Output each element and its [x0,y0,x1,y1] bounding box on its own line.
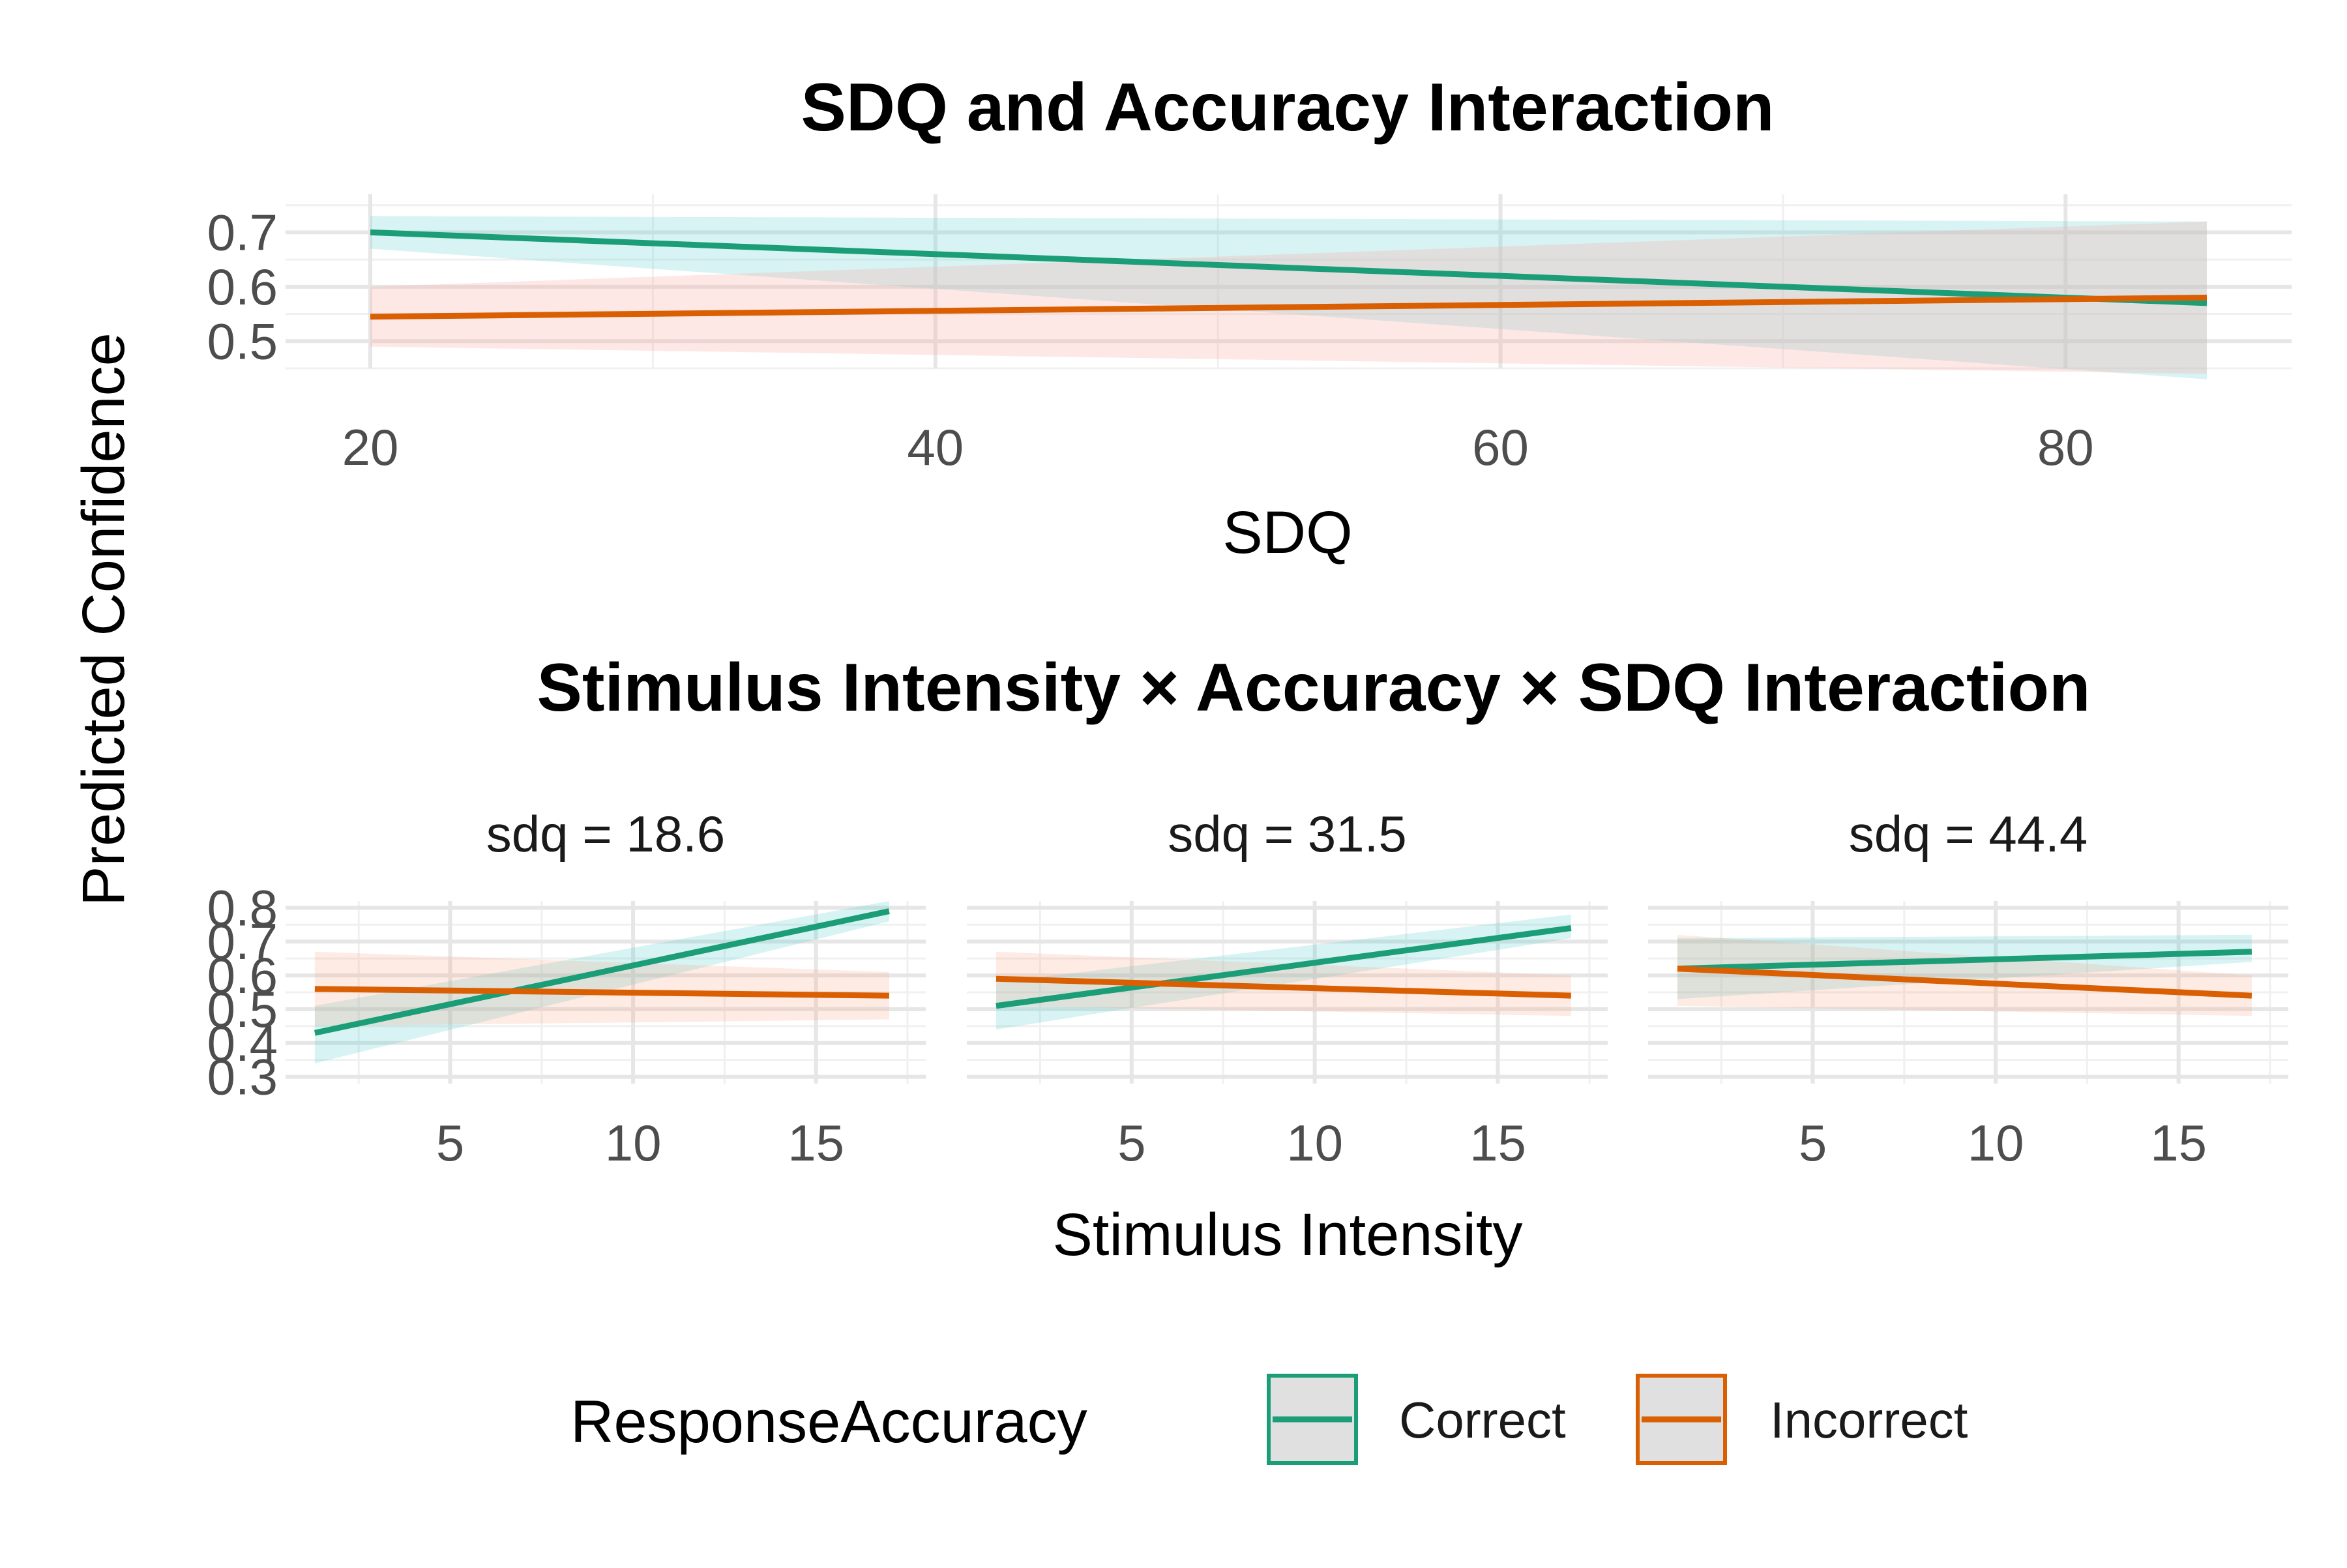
confidence-band-incorrect [1677,934,2252,1016]
x-tick-label: 60 [1472,419,1529,476]
legend-key-correct [1267,1374,1358,1465]
x-tick-label: 40 [907,419,964,476]
confidence-band-incorrect [314,951,889,1026]
legend-title: ResponseAccuracy [570,1389,1087,1455]
series-line-correct [996,925,1572,1009]
x-tick-label: 5 [436,1114,464,1172]
shared-labels: Predicted Confidence [70,333,137,906]
series-line-incorrect [370,295,2207,320]
series-line-incorrect [1677,966,2252,999]
series-line-correct [314,908,890,1036]
sdq-accuracy-panel: SDQ and Accuracy Interaction SDQ 0.50.60… [207,70,2292,566]
legend-label-incorrect: Incorrect [1770,1391,1968,1449]
top-x-axis-title: SDQ [1222,499,1352,566]
confidence-band-correct [1677,934,2252,999]
x-tick-label: 5 [1799,1114,1827,1172]
series-line-incorrect [314,986,889,999]
confidence-band-incorrect [996,951,1571,1016]
x-tick-label: 10 [1286,1114,1343,1172]
y-tick-label: 0.5 [207,981,278,1038]
facet-panel: sdq = 31.5 5 10 15 [967,805,1608,1172]
y-tick-label: 0.5 [207,312,278,370]
y-tick-label: 0.7 [207,913,278,970]
facet-strip-label: sdq = 31.5 [1168,805,1406,863]
y-tick-label: 0.4 [207,1014,278,1072]
x-tick-label: 20 [342,419,399,476]
x-tick-label: 10 [605,1114,662,1172]
confidence-band-correct [370,216,2207,379]
facet-panel: sdq = 18.6 0.30.40.50.60.70.8 5 10 15 [207,805,926,1172]
legend: ResponseAccuracy Correct Incorrect [570,1374,1968,1465]
intensity-accuracy-sdq-panel: Stimulus Intensity × Accuracy × SDQ Inte… [207,650,2288,1268]
facet-strip-label: sdq = 18.6 [486,805,725,863]
facet-strip-label: sdq = 44.4 [1849,805,2088,863]
legend-label-correct: Correct [1399,1391,1566,1449]
x-tick-label: 10 [1968,1114,2024,1172]
y-tick-label: 0.7 [207,203,278,261]
top-chart-title: SDQ and Accuracy Interaction [801,70,1774,145]
legend-key-incorrect [1636,1374,1727,1465]
x-tick-label: 15 [2150,1114,2207,1172]
x-tick-label: 80 [2037,419,2094,476]
bottom-chart-title: Stimulus Intensity × Accuracy × SDQ Inte… [537,650,2090,726]
series-line-correct [1677,949,2252,972]
confidence-band-incorrect [370,221,2207,374]
y-tick-label: 0.6 [207,258,278,316]
x-tick-label: 15 [788,1114,844,1172]
y-tick-label: 0.8 [207,879,278,936]
x-tick-label: 15 [1469,1114,1526,1172]
bottom-x-axis-title: Stimulus Intensity [1053,1202,1523,1268]
x-tick-label: 5 [1117,1114,1145,1172]
series-line-correct [370,229,2207,306]
series-line-incorrect [996,975,1571,999]
shared-y-axis-title: Predicted Confidence [70,333,137,906]
facet-panel: sdq = 44.4 5 10 15 [1648,805,2288,1172]
y-tick-label: 0.3 [207,1048,278,1106]
y-tick-label: 0.6 [207,947,278,1004]
confidence-band-correct [996,914,1571,1030]
